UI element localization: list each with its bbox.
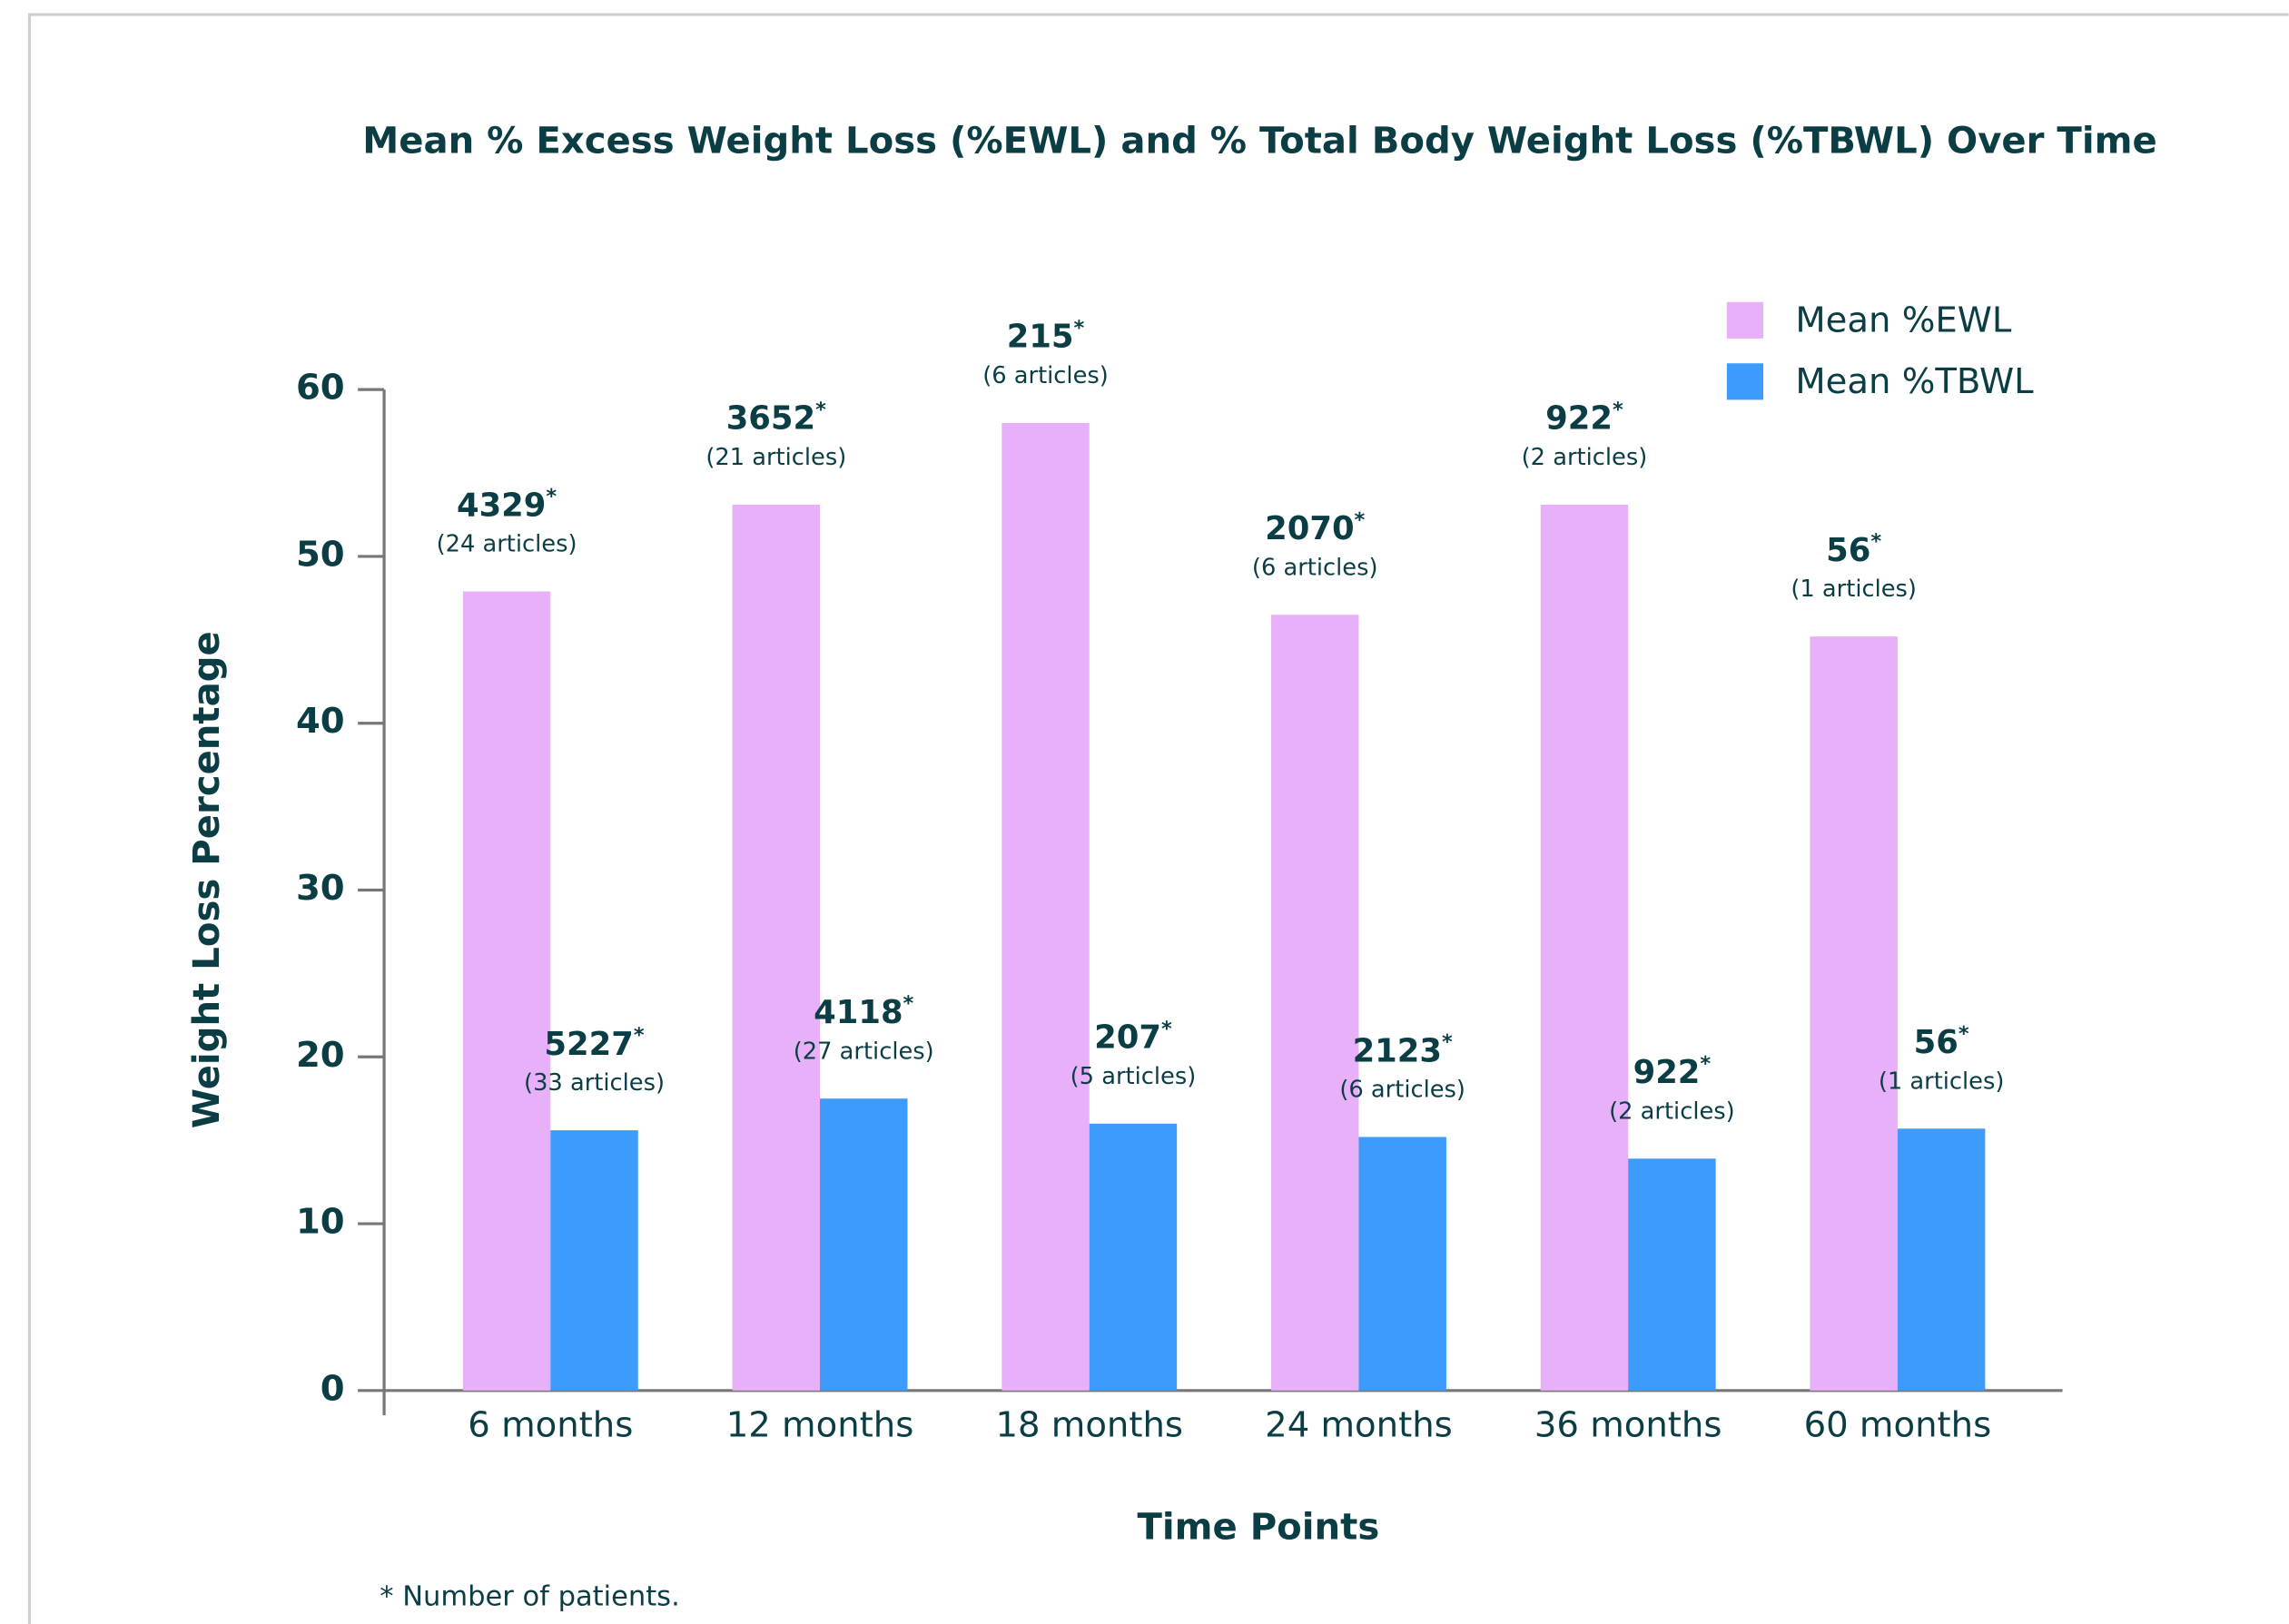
patient-label: 922* <box>1633 1051 1712 1091</box>
patient-count: 207 <box>1094 1019 1161 1057</box>
patient-marker: * <box>1161 1017 1172 1040</box>
patient-label: 56* <box>1914 1021 1969 1061</box>
patient-marker: * <box>1442 1030 1453 1054</box>
patient-count: 2070 <box>1265 510 1354 547</box>
patient-marker: * <box>1870 529 1881 553</box>
y-tick-label: 20 <box>296 1035 345 1076</box>
legend-swatch <box>1726 363 1764 400</box>
patient-marker: * <box>546 485 557 508</box>
y-tick-label: 50 <box>296 534 345 575</box>
article-label: (1 articles) <box>1791 576 1917 603</box>
article-label: (27 articles) <box>794 1038 934 1065</box>
patient-label: 2070* <box>1265 507 1365 547</box>
patient-label: 922* <box>1545 398 1623 438</box>
y-tick-label: 0 <box>321 1368 345 1409</box>
patient-count: 3652 <box>726 400 815 438</box>
bar <box>820 1098 908 1391</box>
article-label: (21 articles) <box>705 444 846 471</box>
bar <box>1540 504 1629 1391</box>
patient-label: 5227* <box>544 1023 644 1063</box>
patient-label: 2123* <box>1353 1030 1453 1070</box>
bar <box>462 591 551 1391</box>
patient-marker: * <box>634 1023 645 1047</box>
bar <box>1001 422 1090 1391</box>
y-tick-label: 30 <box>296 868 345 909</box>
x-tick-label: 60 months <box>1804 1405 1992 1446</box>
patient-label: 3652* <box>726 398 826 438</box>
legend-swatch <box>1726 301 1764 339</box>
chart-title: Mean % Excess Weight Loss (%EWL) and % T… <box>362 121 2156 162</box>
patient-count: 4329 <box>457 487 546 524</box>
article-label: (1 articles) <box>1879 1068 2005 1095</box>
patient-label: 56* <box>1826 529 1881 569</box>
patient-count: 56 <box>1826 532 1870 569</box>
bar <box>1271 615 1359 1391</box>
y-tick-label: 10 <box>296 1202 345 1243</box>
patient-marker: * <box>1355 507 1366 531</box>
legend-label: Mean %EWL <box>1795 300 2011 341</box>
y-axis-label: Weight Loss Percentage <box>186 631 228 1128</box>
x-tick-label: 36 months <box>1534 1405 1722 1446</box>
patient-count: 922 <box>1633 1054 1701 1091</box>
patient-count: 922 <box>1545 400 1613 438</box>
article-label: (2 articles) <box>1522 444 1648 471</box>
bar <box>1089 1123 1178 1391</box>
legend-label: Mean %TBWL <box>1795 361 2034 402</box>
patient-marker: * <box>815 398 826 421</box>
bar <box>1358 1137 1446 1391</box>
article-label: (6 articles) <box>1339 1077 1465 1104</box>
patient-count: 215 <box>1007 319 1074 356</box>
patient-count: 56 <box>1914 1024 1958 1061</box>
bar <box>1628 1158 1716 1391</box>
bar <box>732 504 821 1391</box>
patient-marker: * <box>1700 1051 1711 1075</box>
x-tick-label: 6 months <box>468 1405 633 1446</box>
y-tick-label: 40 <box>296 701 345 742</box>
patient-count: 5227 <box>544 1026 633 1063</box>
frame <box>27 13 2289 1624</box>
patient-label: 4329* <box>457 485 557 525</box>
patient-label: 207* <box>1094 1017 1172 1057</box>
bar <box>550 1130 638 1391</box>
patient-count: 2123 <box>1353 1032 1442 1069</box>
x-tick-label: 18 months <box>995 1405 1183 1446</box>
patient-marker: * <box>1958 1021 1969 1045</box>
x-tick-label: 12 months <box>726 1405 914 1446</box>
patient-label: 215* <box>1007 316 1085 356</box>
article-label: (33 articles) <box>524 1069 665 1097</box>
patient-marker: * <box>903 991 914 1015</box>
y-tick-label: 60 <box>296 368 345 408</box>
article-label: (24 articles) <box>437 531 577 558</box>
patient-label: 4118* <box>814 991 913 1031</box>
article-label: (6 articles) <box>1252 554 1378 581</box>
bar <box>1897 1128 1986 1391</box>
bar <box>1810 636 1898 1391</box>
x-axis-label: Time Points <box>1137 1507 1379 1549</box>
article-label: (6 articles) <box>982 362 1109 389</box>
patient-marker: * <box>1613 398 1623 421</box>
footnote: * Number of patients. <box>380 1581 680 1613</box>
patient-count: 4118 <box>814 994 903 1031</box>
article-label: (2 articles) <box>1609 1097 1735 1125</box>
patient-marker: * <box>1074 316 1085 340</box>
x-tick-label: 24 months <box>1265 1405 1453 1446</box>
article-label: (5 articles) <box>1071 1063 1197 1090</box>
